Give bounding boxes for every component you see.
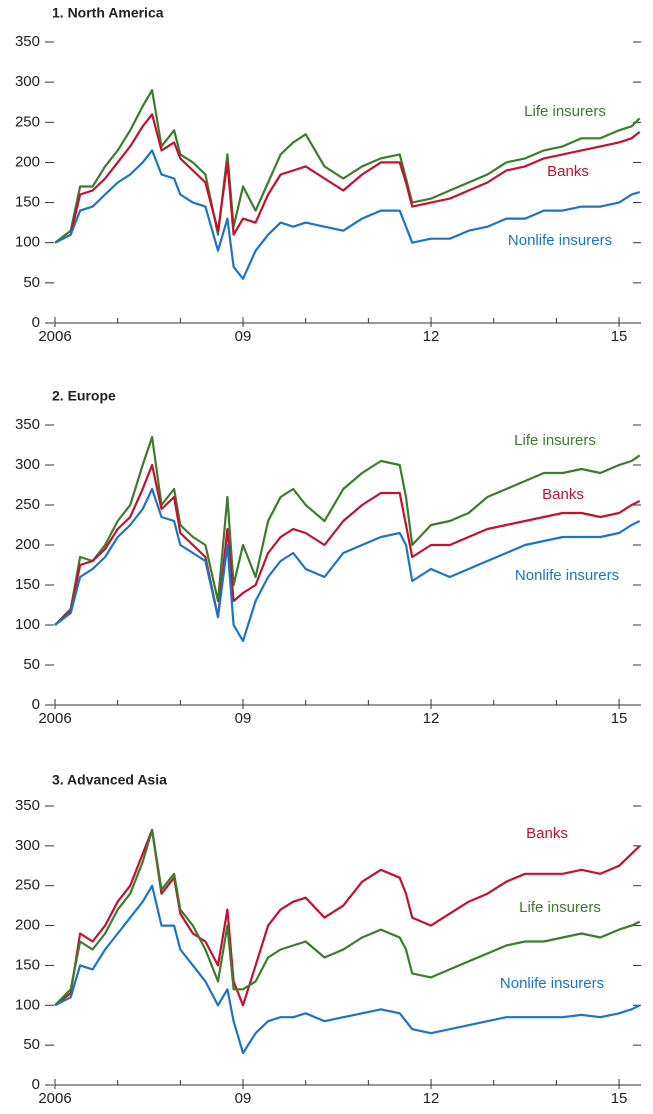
- y-tick-label: 300: [15, 456, 40, 473]
- series-label: Nonlife insurers: [500, 975, 604, 992]
- y-tick-label: 50: [23, 274, 40, 291]
- y-tick-label: 300: [15, 73, 40, 90]
- y-tick-label: 150: [15, 956, 40, 973]
- series-line: [54, 89, 641, 244]
- series-line: [54, 149, 641, 280]
- series-label: Banks: [526, 825, 568, 842]
- y-tick-label: 200: [15, 153, 40, 170]
- x-tick-label: 09: [235, 1090, 252, 1107]
- y-tick-label: 0: [32, 314, 40, 331]
- x-tick-label: 12: [423, 1090, 440, 1107]
- series-label: Life insurers: [514, 432, 596, 449]
- x-tick-label: 15: [611, 1090, 628, 1107]
- y-tick-label: 150: [15, 576, 40, 593]
- series-label: Nonlife insurers: [508, 232, 612, 249]
- series-line: [54, 463, 641, 626]
- panel-title: 2. Europe: [52, 388, 116, 404]
- y-tick-label: 250: [15, 496, 40, 513]
- series-label: Life insurers: [519, 899, 601, 916]
- x-tick-label: 15: [611, 328, 628, 345]
- y-tick-label: 350: [15, 416, 40, 433]
- y-tick-label: 300: [15, 837, 40, 854]
- x-tick-label: 12: [423, 328, 440, 345]
- y-tick-label: 200: [15, 536, 40, 553]
- y-tick-label: 100: [15, 616, 40, 633]
- series-line: [54, 828, 641, 1007]
- series-label: Nonlife insurers: [515, 567, 619, 584]
- x-tick-label: 2006: [38, 710, 71, 727]
- x-tick-label: 2006: [38, 328, 71, 345]
- y-tick-label: 350: [15, 33, 40, 50]
- series-line: [54, 487, 641, 643]
- series-line: [54, 113, 641, 244]
- series-line: [54, 828, 641, 1007]
- y-tick-label: 100: [15, 234, 40, 251]
- series-label: Banks: [547, 163, 589, 180]
- panel-title: 1. North America: [52, 5, 164, 21]
- y-tick-label: 0: [32, 696, 40, 713]
- y-tick-label: 350: [15, 797, 40, 814]
- series-label: Life insurers: [524, 103, 606, 120]
- y-tick-label: 50: [23, 656, 40, 673]
- series-line: [54, 435, 641, 626]
- y-tick-label: 150: [15, 194, 40, 211]
- x-tick-label: 12: [423, 710, 440, 727]
- x-tick-label: 15: [611, 710, 628, 727]
- y-tick-label: 50: [23, 1036, 40, 1053]
- y-tick-label: 250: [15, 877, 40, 894]
- y-tick-label: 0: [32, 1076, 40, 1093]
- x-tick-label: 2006: [38, 1090, 71, 1107]
- y-tick-label: 250: [15, 113, 40, 130]
- series-label: Banks: [542, 486, 584, 503]
- panel-title: 3. Advanced Asia: [52, 772, 167, 788]
- x-tick-label: 09: [235, 328, 252, 345]
- y-tick-label: 100: [15, 996, 40, 1013]
- y-tick-label: 200: [15, 917, 40, 934]
- x-tick-label: 09: [235, 710, 252, 727]
- series-line: [54, 884, 641, 1055]
